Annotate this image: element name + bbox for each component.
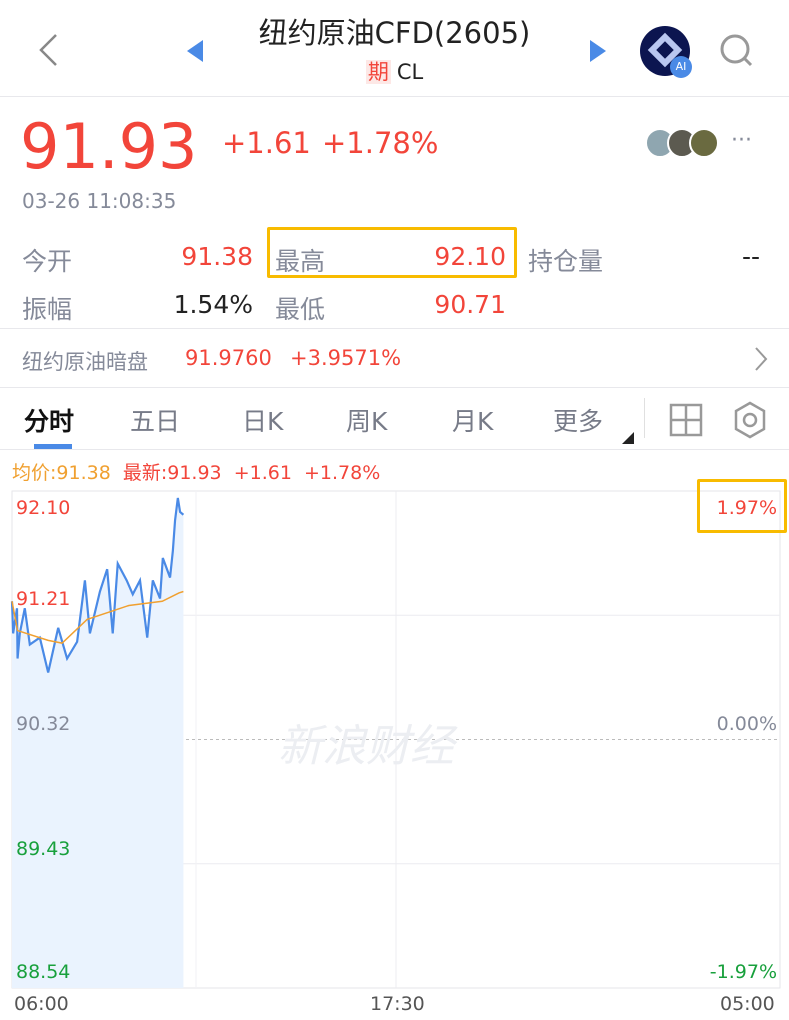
y-tick-label: 88.54 — [16, 961, 71, 983]
next-symbol-button[interactable] — [588, 40, 606, 66]
symbol-code: CL — [396, 60, 424, 84]
stat-label-amplitude: 振幅 — [22, 295, 73, 324]
triangle-right-icon — [590, 40, 606, 62]
legend-latest: 最新:91.93 — [122, 462, 222, 484]
price-area — [12, 497, 184, 988]
x-tick-label: 17:30 — [370, 993, 425, 1015]
back-button[interactable] — [36, 32, 60, 72]
more-icon[interactable]: ··· — [731, 128, 752, 153]
price-change-pct: +1.78% — [322, 126, 439, 160]
followers-avatars[interactable] — [645, 128, 725, 160]
avatar — [689, 128, 719, 158]
ai-logo-icon — [647, 32, 683, 68]
stat-label-high: 最高 — [275, 247, 326, 276]
dark-pool-label: 纽约原油暗盘 — [22, 350, 148, 374]
chevron-right-icon — [755, 347, 768, 371]
current-price: 91.93 — [20, 110, 198, 183]
quote-time: 03-26 11:08:35 — [22, 189, 177, 213]
watermark: 新浪财经 — [278, 721, 454, 772]
tab-more[interactable]: 更多 — [553, 407, 604, 436]
pct-tick-label: -1.97% — [709, 961, 777, 983]
price-line — [10, 497, 185, 673]
dark-pool-price: 91.9760 — [185, 346, 272, 370]
stat-label-low: 最低 — [275, 295, 326, 324]
ai-assistant-button[interactable]: AI — [640, 26, 692, 78]
search-button[interactable] — [718, 32, 754, 72]
dark-pool-row[interactable]: 纽约原油暗盘 91.9760 +3.9571% — [0, 330, 789, 386]
avg-price-line — [11, 590, 184, 644]
triangle-left-icon — [187, 40, 203, 62]
ai-badge: AI — [670, 56, 692, 78]
legend-avg: 均价:91.38 — [12, 462, 111, 484]
tab-monthly-k[interactable]: 月K — [452, 407, 494, 436]
chevron-left-icon — [39, 34, 57, 66]
chart-legend: 均价:91.38 最新:91.93 +1.61 +1.78% — [12, 458, 380, 485]
stat-value-open-interest: -- — [741, 242, 760, 271]
tab-daily-k[interactable]: 日K — [242, 407, 284, 436]
tab-five-day[interactable]: 五日 — [130, 407, 181, 436]
y-tick-label: 90.32 — [16, 713, 71, 735]
futures-badge: 期 — [365, 60, 391, 84]
active-tab-indicator — [34, 444, 72, 449]
highlight-box-pct — [697, 479, 787, 533]
stat-label-open: 今开 — [22, 247, 73, 276]
stat-value-high: 92.10 — [434, 242, 506, 271]
y-tick-label: 92.10 — [16, 497, 71, 519]
search-icon — [720, 34, 753, 67]
settings-icon[interactable] — [732, 400, 768, 440]
page-title: 纽约原油CFD(2605) — [258, 16, 531, 50]
prev-symbol-button[interactable] — [187, 40, 205, 66]
x-tick-label: 06:00 — [14, 993, 69, 1015]
dark-pool-change-pct: +3.9571% — [290, 346, 402, 370]
y-tick-label: 91.21 — [16, 588, 71, 610]
stat-label-open-interest: 持仓量 — [528, 247, 604, 276]
stat-value-low: 90.71 — [434, 290, 506, 319]
y-tick-label: 89.43 — [16, 838, 71, 860]
legend-change: +1.61 — [233, 462, 292, 484]
legend-change-pct: +1.78% — [303, 462, 381, 484]
symbol-subtitle: 期 CL — [0, 56, 789, 86]
x-tick-label: 05:00 — [720, 993, 775, 1015]
pct-tick-label: 0.00% — [716, 713, 777, 735]
tab-weekly-k[interactable]: 周K — [346, 407, 388, 436]
stat-value-amplitude: 1.54% — [173, 290, 253, 319]
intraday-chart[interactable] — [0, 480, 789, 1000]
stat-value-open: 91.38 — [181, 242, 253, 271]
highlight-box-high — [267, 227, 517, 278]
price-change: +1.61 — [222, 126, 311, 160]
layout-grid-icon[interactable] — [668, 402, 704, 438]
pct-tick-label: 1.97% — [716, 497, 777, 519]
dropdown-corner-icon — [622, 432, 634, 444]
tab-intraday[interactable]: 分时 — [24, 407, 75, 436]
